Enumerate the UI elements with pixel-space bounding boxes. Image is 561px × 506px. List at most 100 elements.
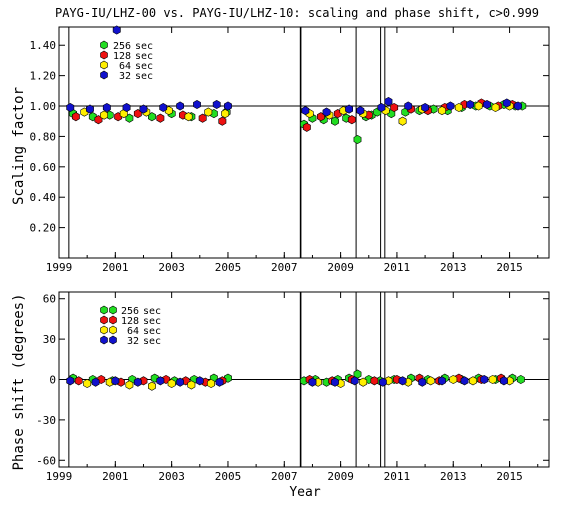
legend-marker	[100, 70, 108, 80]
data-point	[474, 101, 483, 111]
data-point	[480, 374, 489, 385]
legend-marker	[100, 40, 108, 50]
data-point	[483, 99, 492, 110]
x-tick-label: 2003	[158, 470, 185, 483]
data-point	[148, 381, 156, 391]
data-point	[438, 106, 446, 116]
x-tick-label: 2007	[271, 470, 298, 483]
data-point	[193, 99, 201, 110]
scaling-ylabel: Scaling factor	[11, 87, 27, 205]
data-point	[502, 98, 511, 108]
data-point	[221, 109, 230, 119]
y-tick-label: 0.40	[30, 191, 57, 204]
x-tick-label: 2001	[102, 261, 129, 274]
data-point	[122, 102, 131, 113]
legend-label: sec	[135, 71, 153, 82]
data-point	[91, 377, 100, 387]
y-tick-label: 1.00	[30, 100, 57, 113]
x-tick-label: 2009	[327, 470, 354, 483]
legend-label: sec	[143, 316, 161, 327]
data-point	[112, 25, 121, 35]
data-point	[404, 101, 413, 111]
data-point	[449, 374, 458, 385]
y-tick-label: 0.60	[30, 161, 57, 174]
y-tick-label: 60	[43, 293, 56, 306]
legend-marker	[100, 335, 108, 345]
data-point	[301, 106, 310, 116]
legend-marker	[100, 315, 108, 325]
data-point	[390, 102, 399, 113]
x-tick-label: 2007	[271, 261, 298, 274]
legend-marker	[109, 325, 117, 335]
y-tick-label: 30	[43, 333, 56, 346]
data-point	[516, 374, 525, 385]
data-point	[204, 107, 213, 117]
data-point	[454, 102, 463, 113]
data-point	[102, 102, 111, 113]
legend-label: 32	[127, 336, 139, 347]
x-tick-label: 2013	[440, 261, 467, 274]
data-point	[356, 106, 365, 116]
data-point	[353, 134, 362, 145]
legend-label: 256	[121, 306, 139, 317]
y-tick-label: 0.20	[30, 222, 57, 235]
data-point	[330, 116, 339, 126]
phase-shift-panel: 1999 2001 2003 2005 2007 2009 2011 2013 2015 -60 -…	[36, 291, 550, 483]
scaling-factor-panel: 1999 2001 2003 2005 2007 2009 2011 2013 2015 0.20…	[30, 25, 550, 274]
y-tick-label: 0	[49, 374, 56, 387]
x-axis-label: Year	[289, 485, 320, 500]
data-point	[66, 376, 75, 386]
data-point	[499, 376, 508, 386]
data-point	[421, 102, 430, 113]
data-point	[125, 380, 134, 390]
data-point	[72, 112, 80, 122]
data-point	[159, 102, 168, 113]
data-point	[466, 99, 475, 110]
data-point	[377, 102, 386, 113]
legend-marker	[100, 50, 108, 60]
data-point	[347, 115, 356, 125]
data-point	[176, 101, 184, 111]
legend-marker	[100, 305, 108, 315]
x-tick-label: 2005	[215, 261, 242, 274]
data-point	[83, 378, 92, 389]
legend-label: 64	[119, 61, 131, 72]
y-tick-label: 1.40	[30, 39, 57, 52]
legend-label: sec	[143, 336, 161, 347]
plot-frame	[58, 26, 550, 259]
data-point	[215, 377, 224, 387]
legend-label: 64	[127, 326, 139, 337]
data-point	[378, 377, 387, 387]
data-point	[350, 376, 359, 386]
data-point	[133, 377, 142, 387]
data-point	[218, 116, 227, 126]
data-point	[398, 116, 407, 126]
data-point	[198, 113, 207, 123]
data-point	[167, 378, 176, 389]
data-point	[468, 376, 477, 386]
data-point	[86, 104, 94, 114]
data-point	[426, 376, 435, 386]
legend-label: 256	[113, 41, 131, 52]
data-point	[212, 99, 221, 110]
x-tick-label: 2003	[158, 261, 185, 274]
data-point	[176, 377, 184, 387]
phase-ylabel: Phase shift (degrees)	[11, 293, 27, 470]
data-point	[514, 101, 523, 111]
x-tick-label: 2009	[327, 261, 354, 274]
data-point	[156, 376, 165, 386]
data-point	[438, 376, 446, 386]
x-tick-label: 1999	[46, 470, 73, 483]
data-point	[322, 107, 331, 117]
x-tick-label: 2011	[384, 261, 411, 274]
data-point	[156, 113, 165, 123]
x-tick-label: 2013	[440, 470, 467, 483]
x-tick-label: 2001	[102, 470, 129, 483]
legend-label: 128	[113, 51, 131, 62]
data-point	[207, 378, 215, 389]
data-point	[370, 376, 379, 386]
legend-label: sec	[143, 306, 161, 317]
legend-label: 32	[119, 71, 131, 82]
data-point	[345, 104, 354, 114]
